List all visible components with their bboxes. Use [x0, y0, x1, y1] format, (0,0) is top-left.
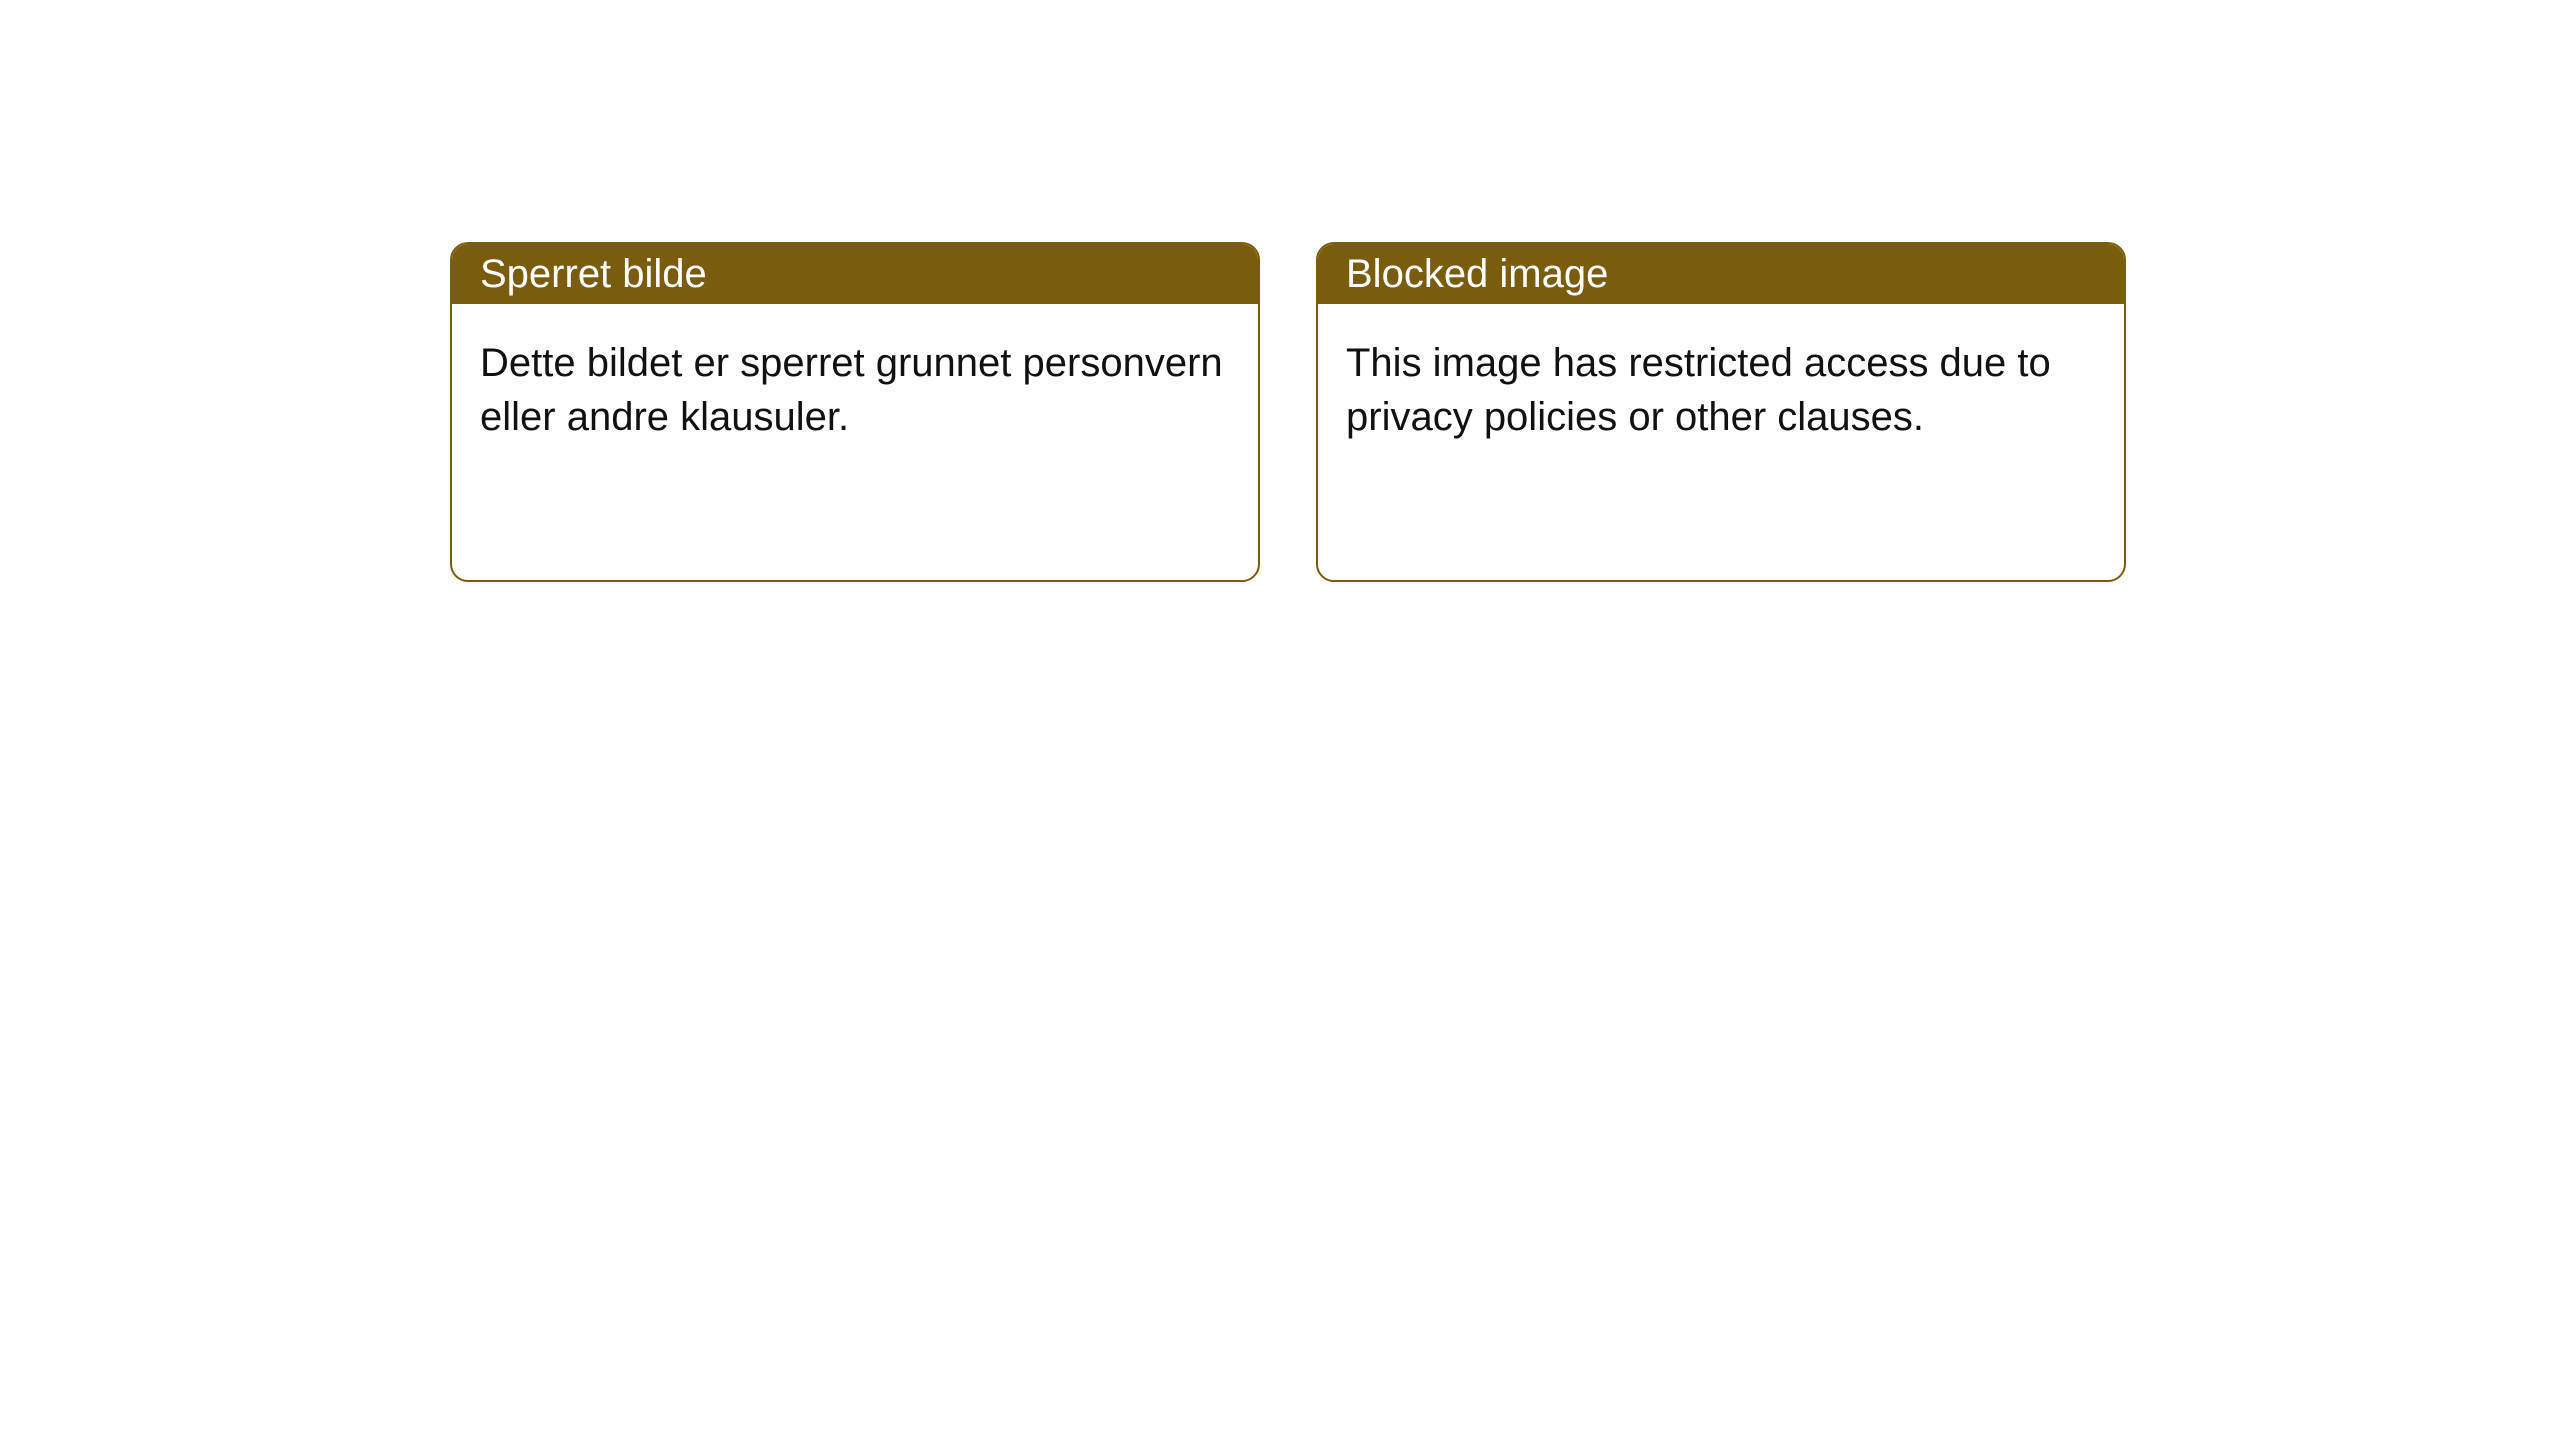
notice-body-text: This image has restricted access due to … [1346, 341, 2051, 439]
notice-header-norwegian: Sperret bilde [452, 244, 1258, 304]
notice-card-norwegian: Sperret bilde Dette bildet er sperret gr… [450, 242, 1260, 582]
notice-container: Sperret bilde Dette bildet er sperret gr… [450, 242, 2126, 582]
notice-header-text: Sperret bilde [480, 252, 707, 297]
notice-body-english: This image has restricted access due to … [1318, 304, 2124, 476]
notice-header-text: Blocked image [1346, 252, 1608, 297]
notice-header-english: Blocked image [1318, 244, 2124, 304]
notice-card-english: Blocked image This image has restricted … [1316, 242, 2126, 582]
notice-body-text: Dette bildet er sperret grunnet personve… [480, 341, 1223, 439]
notice-body-norwegian: Dette bildet er sperret grunnet personve… [452, 304, 1258, 476]
